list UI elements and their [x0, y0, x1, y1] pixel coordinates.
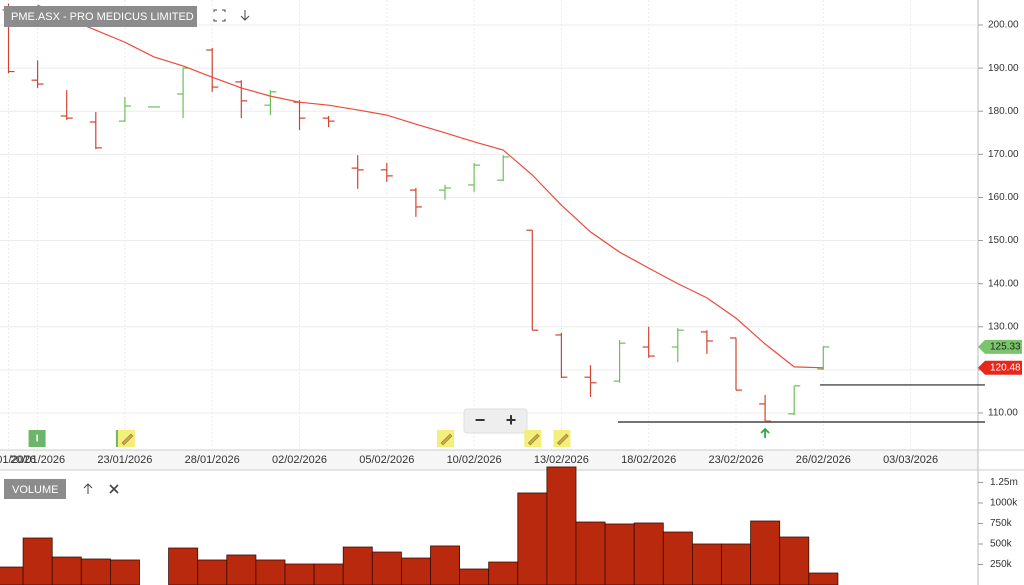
- zoom-in[interactable]: +: [506, 410, 517, 430]
- y-tick-label: 170.00: [988, 149, 1019, 160]
- volume-bar: [662, 531, 693, 585]
- close-icon[interactable]: [109, 484, 119, 494]
- x-tick-label: 03/03/2026: [883, 454, 938, 466]
- x-tick-label: 20/01/2026: [10, 454, 65, 466]
- fullscreen-icon[interactable]: [213, 9, 226, 22]
- x-tick-label: 18/02/2026: [621, 454, 676, 466]
- y-tick-label: 500k: [990, 539, 1013, 550]
- marks: [0, 3, 985, 585]
- note-pencil: [440, 433, 453, 446]
- price-tag-label: 120.48: [990, 362, 1021, 373]
- y-tick-label: 750k: [990, 518, 1013, 529]
- volume-bar: [51, 556, 82, 585]
- x-tick-label: 13/02/2026: [534, 454, 589, 466]
- volume-bar: [779, 536, 810, 585]
- title-box: PME.ASX - PRO MEDICUS LIMITED: [4, 6, 250, 27]
- y-tick-label: 250k: [990, 559, 1013, 570]
- x-tick-label: 26/02/2026: [796, 454, 851, 466]
- volume-bar: [371, 551, 402, 585]
- volume-bar: [459, 568, 490, 585]
- volume-bar: [284, 563, 315, 585]
- volume-label: VOLUME: [12, 484, 58, 496]
- title-bg: [4, 6, 197, 27]
- volume-bar: [546, 466, 577, 585]
- volume-bar: [750, 520, 781, 585]
- volume-bar: [721, 543, 752, 585]
- volume-bar: [808, 572, 839, 585]
- zoom-controls: − +: [463, 408, 528, 434]
- volume-bar: [400, 557, 431, 585]
- note-pencil: [556, 433, 569, 446]
- x-tick-label: 23/01/2026: [97, 454, 152, 466]
- note-pencil: [527, 433, 540, 446]
- zoom-out[interactable]: −: [475, 410, 486, 430]
- volume-bar: [692, 543, 722, 585]
- volume-label-bg: [4, 479, 66, 499]
- download-icon[interactable]: [240, 10, 250, 21]
- y-tick-label: 160.00: [988, 192, 1019, 203]
- y-tick-label: 1.25m: [990, 477, 1018, 488]
- volume-bar: [22, 537, 53, 585]
- event-marker[interactable]: [28, 430, 46, 447]
- volume-bar: [517, 492, 548, 585]
- x-tick-label: 05/02/2026: [359, 454, 414, 466]
- move-up-icon[interactable]: [83, 483, 93, 494]
- y-tick-label: 200.00: [988, 20, 1019, 31]
- volume-bar: [197, 559, 228, 585]
- volume-bar: [80, 558, 111, 585]
- chart-title: PME.ASX - PRO MEDICUS LIMITED: [11, 11, 194, 23]
- volume-bar: [226, 554, 257, 585]
- zoom-bg: [463, 408, 528, 434]
- y-tick-label: 140.00: [988, 278, 1019, 289]
- date-axis-band: [0, 450, 978, 470]
- price-tag-label: 125.33: [990, 342, 1021, 353]
- volume-bar: [575, 521, 606, 585]
- y-tick-label: 150.00: [988, 235, 1019, 246]
- event-marker-label: I: [36, 434, 39, 445]
- volume-bar: [342, 546, 373, 585]
- y-tick-label: 130.00: [988, 321, 1019, 332]
- signal-arrow: [760, 427, 770, 438]
- y-tick-label: 110.00: [988, 408, 1018, 419]
- x-tick-label: 28/01/2026: [185, 454, 240, 466]
- volume-bar: [430, 545, 461, 585]
- y-tick-label: 1000k: [990, 498, 1018, 509]
- volume-bar: [633, 522, 664, 585]
- volume-bar: [604, 523, 635, 585]
- x-tick-label: 10/02/2026: [447, 454, 502, 466]
- volume-bar: [488, 561, 519, 585]
- volume-bar: [313, 563, 344, 585]
- x-tick-label: 23/02/2026: [708, 454, 763, 466]
- y-tick-label: 180.00: [988, 106, 1019, 117]
- x-tick-label: 02/02/2026: [272, 454, 327, 466]
- volume-bar: [0, 566, 24, 585]
- price-tag: [978, 339, 1022, 354]
- volume-header: VOLUME: [4, 479, 119, 499]
- volume-bar: [255, 559, 286, 585]
- moving-average: [37, 4, 824, 369]
- price-tag: [978, 360, 1022, 375]
- volume-bar: [168, 547, 199, 585]
- note-pencil: [121, 433, 134, 446]
- x-tick-label: 19/01/2026: [0, 454, 36, 466]
- volume-bar: [110, 559, 140, 585]
- y-tick-label: 190.00: [988, 63, 1019, 74]
